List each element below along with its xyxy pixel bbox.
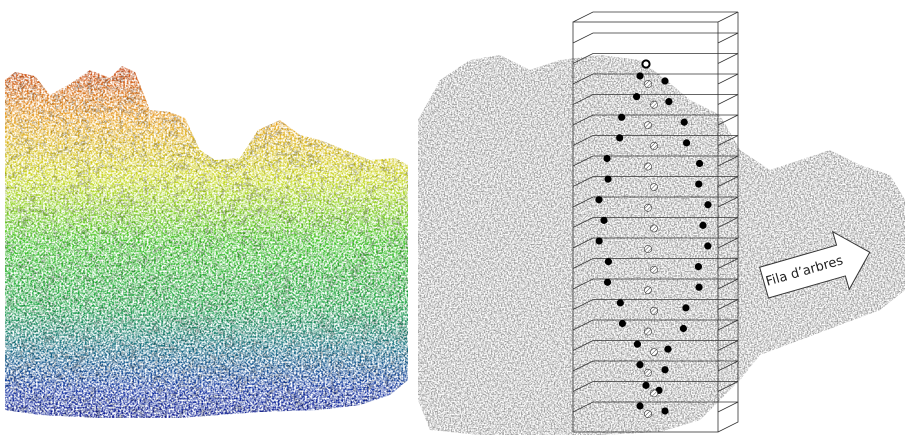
tree-dot [633, 93, 640, 100]
tree-dot [636, 402, 643, 409]
page: Fila d’arbres (() => { const data = JSON… [0, 0, 908, 438]
gap-dot [650, 307, 657, 314]
tree-dot [617, 299, 624, 306]
box-top [573, 12, 738, 22]
gap-dot [650, 142, 657, 149]
tree-dot [695, 263, 702, 270]
tree-dot [634, 341, 641, 348]
tree-dot [661, 407, 668, 414]
figure: Fila d’arbres [0, 0, 908, 438]
tree-dot [595, 196, 602, 203]
tree-dot [603, 155, 610, 162]
tree-dot [604, 279, 611, 286]
gap-dot [644, 328, 651, 335]
tree-dot [661, 366, 668, 373]
colored-point-cloud [5, 66, 408, 418]
tree-dot [636, 361, 643, 368]
start-dot [642, 60, 649, 67]
tree-dot [618, 114, 625, 121]
gap-dot [650, 101, 657, 108]
tree-dot [636, 72, 643, 79]
tree-dot [619, 320, 626, 327]
tree-dot [616, 134, 623, 141]
gap-dot [644, 287, 651, 294]
slice [573, 33, 738, 43]
gap-dot [644, 204, 651, 211]
tree-dot [695, 181, 702, 188]
tree-dot [604, 176, 611, 183]
gap-dot [644, 369, 651, 376]
tree-dot [665, 98, 672, 105]
gap-dot [650, 184, 657, 191]
tree-dot [600, 217, 607, 224]
tree-dot [664, 346, 671, 353]
tree-dot [661, 77, 668, 84]
gap-dot [650, 266, 657, 273]
tree-dot [683, 139, 690, 146]
gap-dot [644, 80, 651, 87]
gap-dot [650, 225, 657, 232]
tree-dot [642, 382, 649, 389]
tree-dot [680, 325, 687, 332]
gap-dot [644, 122, 651, 129]
tree-dot [696, 160, 703, 167]
tree-dot [704, 201, 711, 208]
gap-dot [650, 349, 657, 356]
tree-dot [704, 242, 711, 249]
tree-dot [605, 258, 612, 265]
cloud-grey [418, 55, 905, 435]
gap-dot [644, 410, 651, 417]
tree-dot [695, 284, 702, 291]
tree-dot [681, 119, 688, 126]
grey-point-cloud [418, 55, 905, 435]
tree-dot [682, 304, 689, 311]
gap-dot [644, 245, 651, 252]
tree-dot [699, 222, 706, 229]
gap-dot [650, 390, 657, 397]
tree-dot [596, 237, 603, 244]
gap-dot [644, 163, 651, 170]
cloud-contours [5, 66, 408, 418]
